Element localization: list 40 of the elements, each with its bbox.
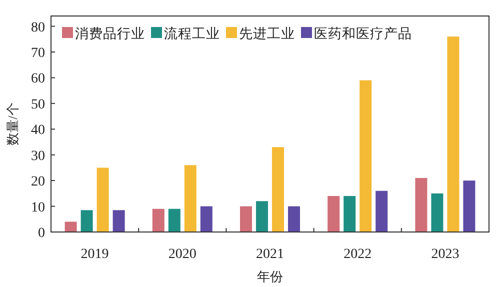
bar: [168, 208, 180, 232]
bar: [447, 36, 460, 232]
bar: [431, 193, 444, 232]
y-tick-label: 80: [31, 20, 45, 36]
x-tick-label: 2021: [256, 247, 284, 262]
bar: [360, 80, 372, 232]
legend-label: 医药和医疗产品: [314, 26, 412, 41]
bar: [376, 190, 388, 232]
y-tick-label: 0: [38, 226, 45, 241]
bar: [184, 165, 196, 232]
x-axis-title: 年份: [257, 269, 283, 284]
bar: [328, 196, 340, 232]
bar: [200, 206, 212, 232]
bar: [344, 196, 356, 232]
x-tick-label: 2020: [168, 247, 196, 262]
y-tick-label: 40: [31, 123, 45, 138]
y-tick-label: 70: [31, 46, 45, 61]
bar: [272, 147, 284, 232]
bar: [112, 210, 125, 232]
bar: [96, 168, 109, 232]
y-tick-label: 60: [31, 72, 45, 87]
legend-label: 消费品行业: [75, 26, 145, 41]
bar: [80, 210, 93, 232]
bar: [256, 201, 268, 232]
y-tick-label: 10: [31, 200, 45, 216]
x-tick-label: 2019: [80, 247, 109, 262]
bar: [64, 222, 77, 232]
bar: [415, 178, 428, 232]
bar: [463, 180, 476, 232]
bar: [288, 206, 300, 232]
x-tick-label: 2023: [431, 247, 460, 262]
y-axis-title: 数量/个: [5, 102, 20, 146]
y-tick-label: 30: [31, 148, 45, 164]
bar: [240, 206, 252, 232]
y-tick-label: 50: [31, 97, 45, 112]
x-tick-label: 2022: [344, 247, 372, 262]
y-tick-label: 20: [31, 174, 45, 190]
bar: [152, 208, 164, 232]
legend-label: 流程工业: [164, 26, 220, 41]
legend-label: 先进工业: [239, 26, 295, 41]
